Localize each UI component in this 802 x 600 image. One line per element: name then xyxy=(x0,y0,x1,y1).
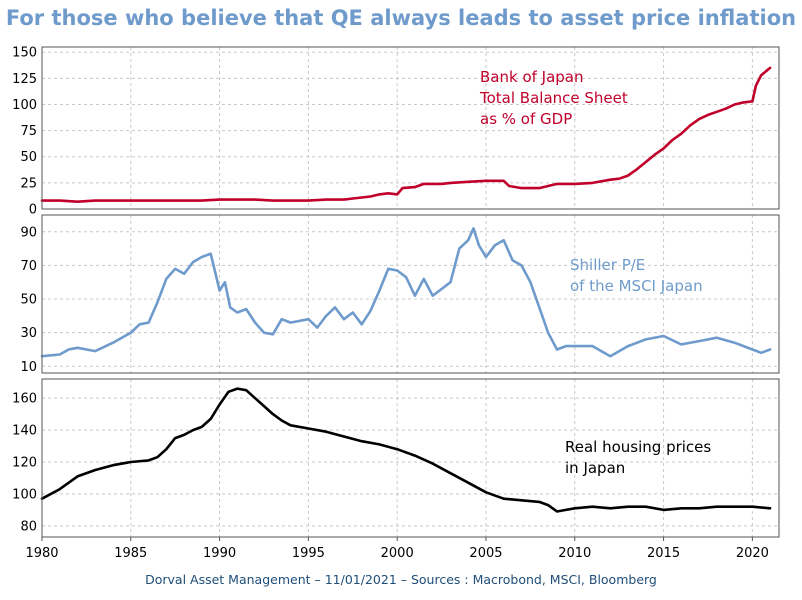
series-annotation: Real housing prices xyxy=(565,438,711,456)
y-tick-label: 90 xyxy=(20,225,37,240)
series-annotation: Bank of Japan xyxy=(480,68,584,86)
series-annotation: in Japan xyxy=(565,459,625,477)
y-tick-label: 75 xyxy=(20,124,37,139)
y-tick-label: 50 xyxy=(20,293,37,308)
series-annotation: as % of GDP xyxy=(480,110,572,128)
panel-frame xyxy=(41,378,780,538)
x-tick-label: 2005 xyxy=(469,546,502,561)
x-tick-label: 1980 xyxy=(25,546,58,561)
y-tick-label: 120 xyxy=(12,455,37,470)
panel-housing: 80 100 120 140 160 Real housing prices in Japa… xyxy=(12,378,780,538)
panel-boj: 0 25 50 75 100 125 150 Bank of Japan Total Balan… xyxy=(12,46,780,218)
y-tick-label: 160 xyxy=(12,392,37,407)
y-tick-label: 80 xyxy=(20,519,37,534)
source-footer: Dorval Asset Management – 11/01/2021 – S… xyxy=(145,572,657,587)
series-line-boj xyxy=(40,66,772,203)
series-annotation: Shiller P/E xyxy=(570,256,645,274)
panel-frame xyxy=(41,46,780,210)
y-tick-label: 25 xyxy=(20,176,37,191)
series-annotation: Total Balance Sheet xyxy=(479,89,628,107)
x-tick-label: 2010 xyxy=(558,546,591,561)
x-tick-label: 1995 xyxy=(292,546,325,561)
y-tick-label: 70 xyxy=(20,259,37,274)
x-tick-label: 1990 xyxy=(203,546,236,561)
chart-title: For those who believe that QE always lea… xyxy=(5,6,797,30)
panel-frame xyxy=(41,214,780,374)
y-tick-label: 50 xyxy=(20,150,37,165)
y-tick-label: 125 xyxy=(12,72,37,87)
panel-shiller: 10 30 50 70 90 Shiller P/E of the MSCI Japan xyxy=(20,214,780,375)
y-tick-label: 0 xyxy=(29,203,37,218)
y-tick-label: 140 xyxy=(12,424,37,439)
series-line-shiller xyxy=(40,227,772,358)
y-tick-label: 100 xyxy=(12,98,37,113)
series-annotation: of the MSCI Japan xyxy=(570,277,703,295)
x-tick-label: 1985 xyxy=(114,546,147,561)
y-tick-label: 30 xyxy=(20,326,37,341)
y-tick-label: 100 xyxy=(12,487,37,502)
y-tick-label: 10 xyxy=(20,360,37,375)
x-tick-label: 2000 xyxy=(381,546,414,561)
x-tick-label: 2015 xyxy=(647,546,680,561)
y-tick-label: 150 xyxy=(12,46,37,61)
x-tick-label: 2020 xyxy=(736,546,769,561)
series-line-housing xyxy=(40,387,772,513)
